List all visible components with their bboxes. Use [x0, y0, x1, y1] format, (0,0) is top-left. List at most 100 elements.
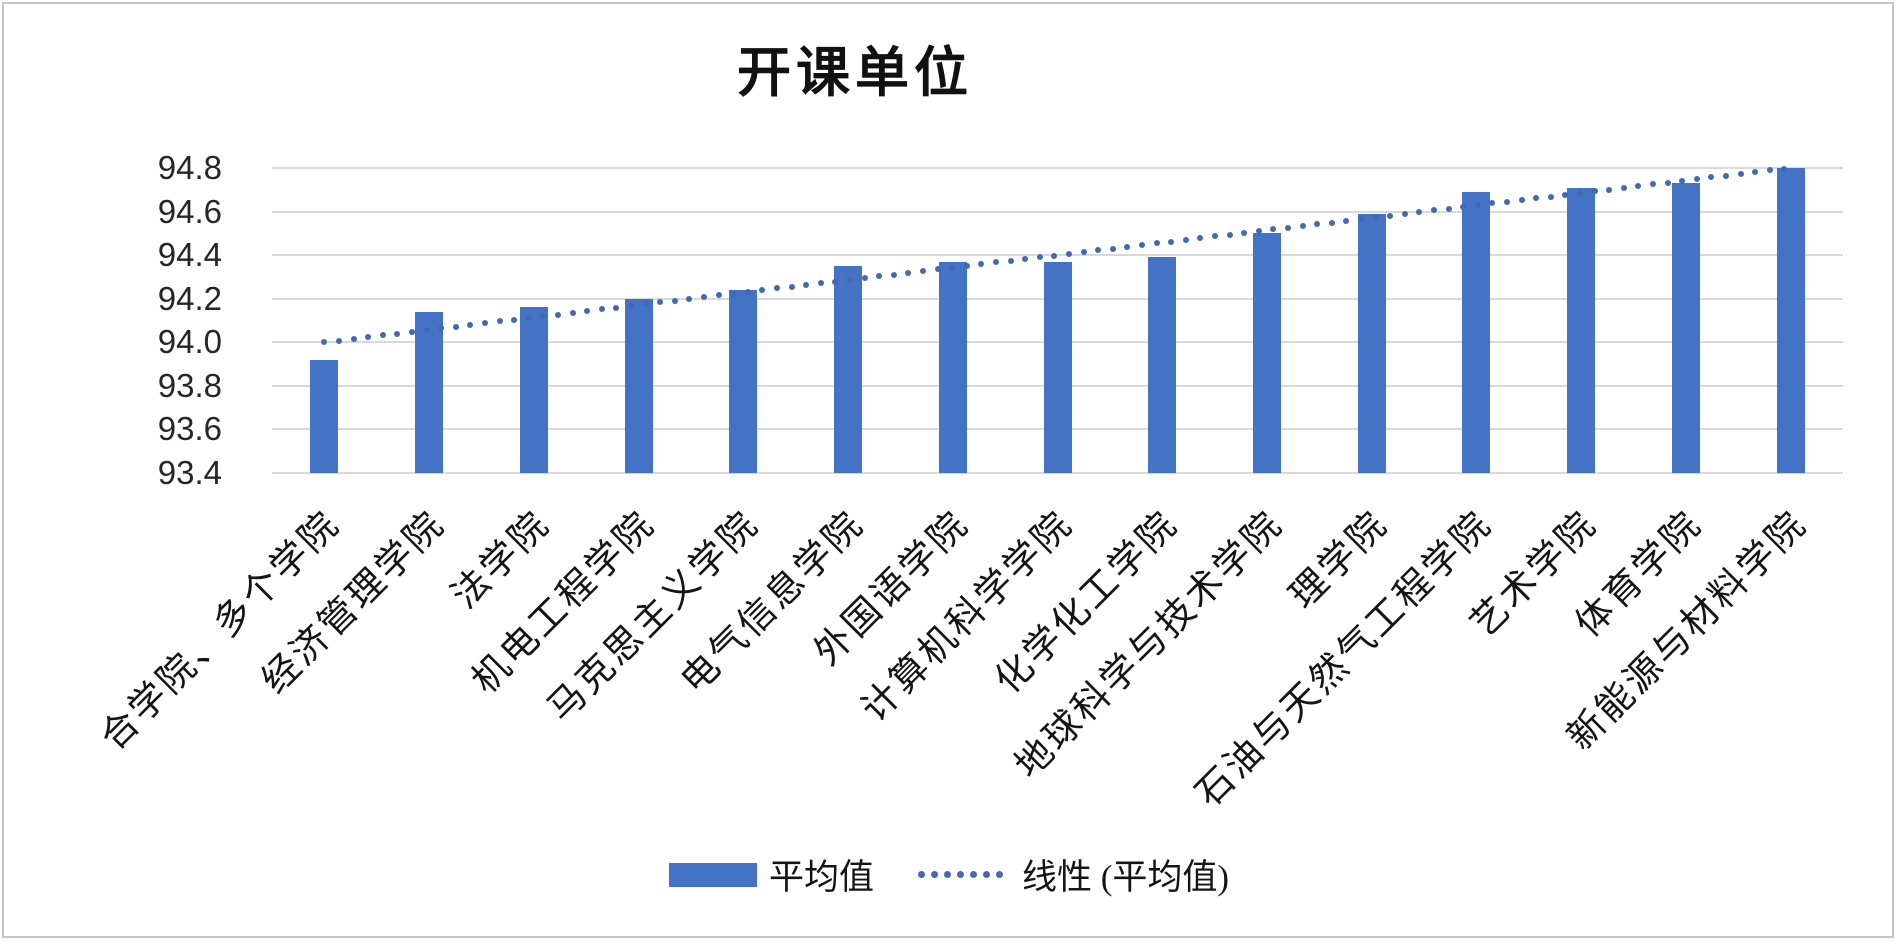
trendline-dot [1489, 200, 1495, 206]
trendline-dot [1577, 190, 1583, 196]
trendline-dot [1533, 195, 1539, 201]
legend-dot-icon [956, 871, 964, 878]
trendline-dot [380, 332, 386, 338]
trendline-dot [847, 277, 853, 283]
trendline-dot [657, 299, 663, 305]
trendline-dot [1022, 256, 1028, 262]
gridline [272, 472, 1843, 474]
trendline-dot [1300, 223, 1306, 229]
x-axis-category-label: 经济管理学院 [254, 503, 454, 702]
trendline-dot [555, 312, 561, 318]
legend-dot-icon [943, 871, 951, 878]
trendline-dot [935, 266, 941, 272]
trendline-dot [1708, 174, 1714, 180]
y-axis-tick-label: 93.4 [157, 454, 222, 491]
trendline-dot [1358, 216, 1364, 222]
trendline-dot [351, 336, 357, 342]
trendline-dot [1679, 178, 1685, 184]
trendline-dot [1139, 242, 1145, 248]
y-axis-tick-label: 94.6 [157, 193, 222, 230]
trendline-dot [1519, 197, 1525, 203]
trendline-dot [1562, 192, 1568, 198]
trendline-dot [511, 317, 517, 323]
trendline-dot [1781, 166, 1787, 172]
x-axis-category-label: 化学化工学院 [987, 503, 1187, 702]
trendline-dot [1343, 218, 1349, 224]
y-axis-tick-label: 94.8 [157, 149, 222, 186]
trendline-dot [1329, 220, 1335, 226]
legend-item-trendline: 线性 (平均值) [917, 849, 1229, 900]
trendline-dot [1402, 211, 1408, 217]
trendline-dot [1373, 214, 1379, 220]
bar-14 [1672, 183, 1700, 473]
legend-average-label: 平均值 [768, 858, 874, 897]
trendline-dot [1212, 233, 1218, 239]
bar-8 [1044, 262, 1072, 473]
trendline-dot [1227, 232, 1233, 238]
trendline-dot [686, 296, 692, 302]
trendline-dot [1738, 171, 1744, 177]
trendline-dot [570, 310, 576, 316]
trendline-dot [1066, 251, 1072, 257]
trendline-dot [862, 275, 868, 281]
trendline-dot [949, 265, 955, 271]
trendline-dot [891, 272, 897, 278]
gridline [272, 254, 1843, 256]
trendline-dot [482, 320, 488, 326]
bar-6 [834, 266, 862, 473]
trendline-dot [1431, 207, 1437, 213]
trendline-dot [716, 292, 722, 298]
legend: 平均值 线性 (平均值) [0, 849, 1898, 900]
bar-15 [1777, 168, 1805, 473]
trendline-dot [759, 287, 765, 293]
bar-5 [729, 290, 757, 473]
trendline-dot [1081, 249, 1087, 255]
trendline-dot [599, 306, 605, 312]
trendline-dot [467, 322, 473, 328]
trendline-dot [1504, 199, 1510, 205]
trendline-dot [1752, 169, 1758, 175]
trendline-dot [1548, 194, 1554, 200]
trendline-dot [745, 289, 751, 295]
legend-average-swatch-icon [668, 862, 757, 887]
bar-10 [1253, 233, 1281, 473]
trendline-dot [1314, 221, 1320, 227]
trendline-dot [818, 280, 824, 286]
bar-12 [1462, 192, 1490, 473]
trendline-dot [672, 298, 678, 304]
x-axis-category-label: 机电工程学院 [464, 503, 664, 702]
trendline-dot [526, 315, 532, 321]
trendline-dot [1416, 209, 1422, 215]
legend-dot-icon [917, 871, 925, 878]
bar-2 [415, 312, 443, 473]
trendline-dot [1606, 187, 1612, 193]
trendline-dot [1767, 167, 1773, 173]
trendline-dot [905, 270, 911, 276]
trendline-dot [1256, 228, 1262, 234]
trendline-dot [1285, 225, 1291, 231]
trendline-dot [1168, 239, 1174, 245]
legend-trendline-swatch-icon [917, 871, 1010, 878]
y-axis-tick-label: 94.2 [157, 280, 222, 317]
trendline-dot [1241, 230, 1247, 236]
trendline-dot [1621, 185, 1627, 191]
trendline-dot [584, 308, 590, 314]
trendline-dot [1650, 181, 1656, 187]
trendline-dot [1446, 206, 1452, 212]
trendline-dot [1197, 235, 1203, 241]
bar-7 [939, 262, 967, 473]
gridline [272, 167, 1843, 169]
legend-dot-icon [930, 871, 938, 878]
trendline-dot [920, 268, 926, 274]
bar-11 [1358, 214, 1386, 473]
y-axis-tick-label: 94.0 [157, 323, 222, 360]
trendline-dot [1051, 253, 1057, 259]
trendline-dot [628, 303, 634, 309]
legend-dot-icon [982, 871, 990, 878]
legend-item-average: 平均值 [668, 849, 874, 900]
trendline-dot [1723, 173, 1729, 179]
trendline-dot [365, 334, 371, 340]
trendline-dot [453, 324, 459, 330]
bar-3 [520, 307, 548, 473]
trendline-dot [1694, 176, 1700, 182]
